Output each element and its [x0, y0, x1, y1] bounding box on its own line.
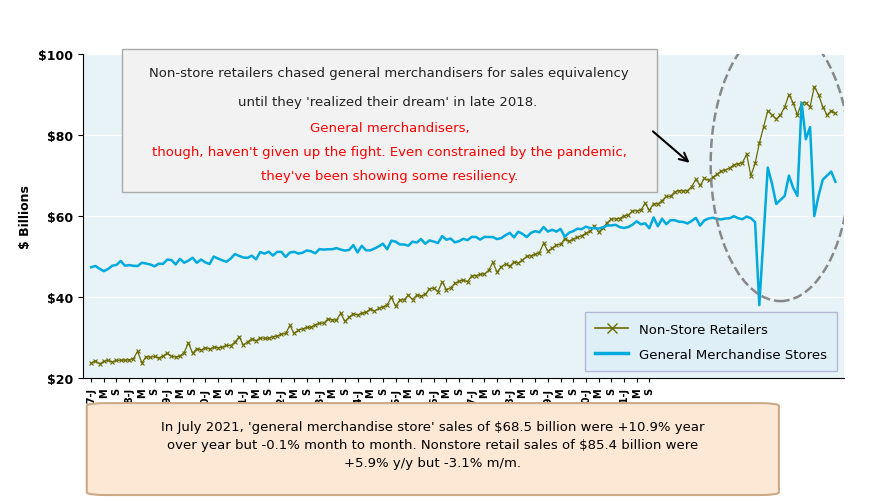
Y-axis label: $ Billions: $ Billions: [19, 185, 32, 248]
Text: they've been showing some resiliency.: they've been showing some resiliency.: [261, 170, 517, 183]
Text: though, haven't given up the fight. Even constrained by the pandemic,: though, haven't given up the fight. Even…: [152, 146, 626, 159]
FancyBboxPatch shape: [87, 403, 778, 495]
Text: Non-store retailers chased general merchandisers for sales equivalency: Non-store retailers chased general merch…: [149, 67, 628, 80]
Text: until they 'realized their dream' in late 2018.: until they 'realized their dream' in lat…: [237, 96, 541, 109]
Text: In July 2021, 'general merchandise store' sales of $68.5 billion were +10.9% yea: In July 2021, 'general merchandise store…: [161, 420, 704, 469]
FancyBboxPatch shape: [122, 50, 656, 193]
Text: General merchandisers,: General merchandisers,: [309, 121, 468, 134]
X-axis label: Year and month: Year and month: [401, 417, 525, 431]
Legend: Non-Store Retailers, General Merchandise Stores: Non-Store Retailers, General Merchandise…: [584, 313, 836, 372]
